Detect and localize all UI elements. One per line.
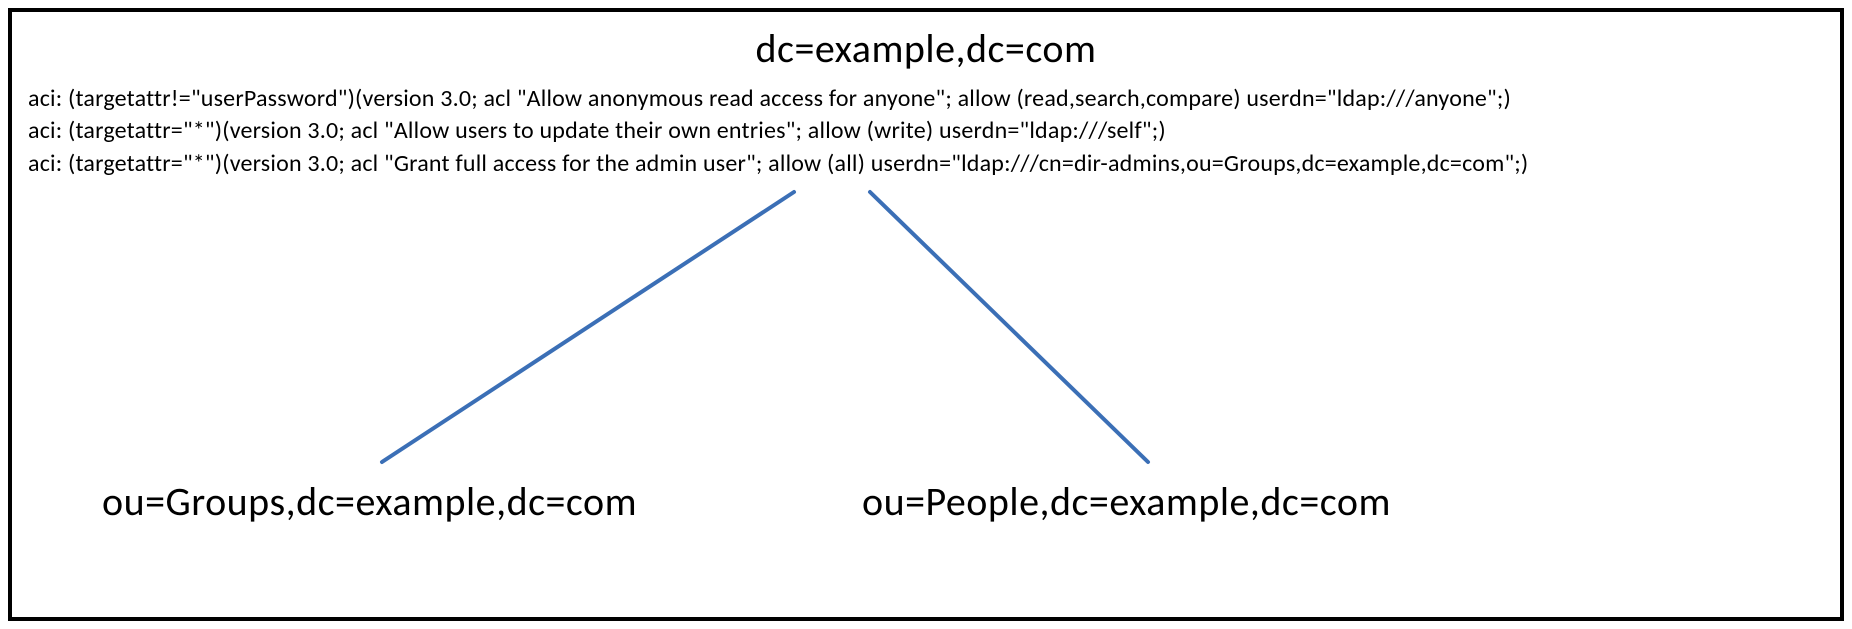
root-node-title: dc=example,dc=com: [12, 24, 1840, 73]
tree-edge-right: [870, 192, 1148, 462]
leaf-node-people: ou=People,dc=example,dc=com: [862, 477, 1391, 526]
tree-edge-left: [382, 192, 794, 462]
aci-rules-block: aci: (targetattr!="userPassword")(versio…: [28, 83, 1824, 180]
aci-rule-line: aci: (targetattr="*")(version 3.0; acl "…: [28, 115, 1824, 147]
diagram-frame: dc=example,dc=com aci: (targetattr!="use…: [8, 8, 1844, 621]
leaf-node-groups: ou=Groups,dc=example,dc=com: [102, 477, 637, 526]
aci-rule-line: aci: (targetattr="*")(version 3.0; acl "…: [28, 148, 1824, 180]
aci-rule-line: aci: (targetattr!="userPassword")(versio…: [28, 83, 1824, 115]
